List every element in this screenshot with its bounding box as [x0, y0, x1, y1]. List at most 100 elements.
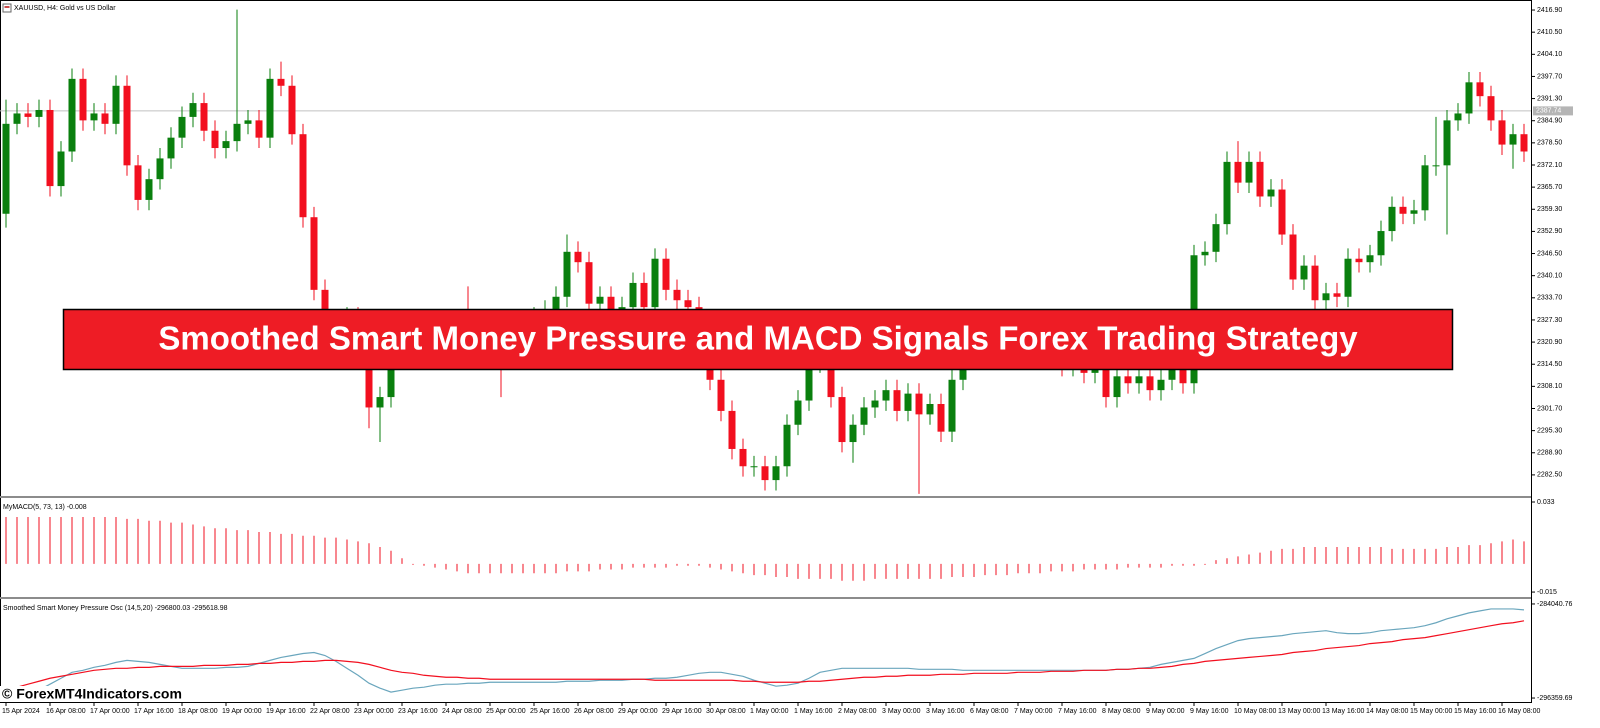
- x-tick-label: 15 May 00:00: [1410, 708, 1453, 715]
- candle-body: [1498, 120, 1506, 145]
- watermark-backdrop: [0, 686, 196, 702]
- banner-box: [62, 308, 1454, 371]
- x-tick-label: 29 Apr 00:00: [618, 708, 658, 715]
- y-tick-label: -0.015: [1537, 589, 1557, 596]
- candle-body: [1146, 376, 1154, 391]
- candle-body: [937, 403, 945, 432]
- y-tick-label: 2384.90: [1537, 118, 1562, 125]
- candle-body: [849, 424, 857, 443]
- candle-body: [68, 78, 76, 152]
- x-tick-label: 8 May 08:00: [1102, 708, 1141, 715]
- x-tick-label: 3 May 00:00: [882, 708, 921, 715]
- banner-title: Smoothed Smart Money Pressure and MACD S…: [158, 320, 1358, 357]
- candle-body: [728, 410, 736, 449]
- x-tick-label: 29 Apr 16:00: [662, 708, 702, 715]
- candle-body: [1124, 376, 1132, 384]
- candle-body: [1102, 369, 1110, 398]
- x-tick-label: 14 May 08:00: [1366, 708, 1409, 715]
- candle-body: [574, 251, 582, 263]
- panel-title: XAUUSD, H4: Gold vs US Dollar: [14, 5, 116, 12]
- x-tick-label: 23 Apr 00:00: [354, 708, 394, 715]
- candle-body: [1487, 96, 1495, 121]
- candle-body: [882, 390, 890, 401]
- candle-body: [563, 251, 571, 297]
- candle-body: [101, 113, 109, 124]
- x-tick-label: 25 Apr 00:00: [486, 708, 526, 715]
- candle-body: [1113, 376, 1121, 398]
- candle-body: [772, 466, 780, 481]
- y-tick-label: 2308.10: [1537, 383, 1562, 390]
- candle-body: [123, 85, 131, 166]
- y-tick-label: 2359.30: [1537, 206, 1562, 213]
- y-tick-label: 2314.50: [1537, 361, 1562, 368]
- indicator-line: [5, 620, 1525, 691]
- candle-body: [915, 393, 923, 415]
- candle-body: [1289, 234, 1297, 280]
- candle-body: [1410, 210, 1418, 214]
- y-tick-label: 2301.70: [1537, 405, 1562, 412]
- y-tick-label: 2404.10: [1537, 51, 1562, 58]
- y-tick-label: 2288.90: [1537, 450, 1562, 457]
- watermark: © ForexMT4Indicators.com: [2, 686, 182, 702]
- x-tick-label: 25 Apr 16:00: [530, 708, 570, 715]
- x-tick-label: 3 May 16:00: [926, 708, 965, 715]
- candle-body: [552, 296, 560, 311]
- candle-body: [24, 113, 32, 117]
- candle-body: [717, 379, 725, 411]
- candle-body: [1509, 134, 1517, 145]
- candle-body: [1355, 258, 1363, 263]
- candle-body: [1179, 369, 1187, 384]
- candle-body: [651, 258, 659, 308]
- candle-body: [299, 134, 307, 218]
- candle-body: [761, 466, 769, 481]
- y-tick-label: 2410.50: [1537, 29, 1562, 36]
- candle-body: [79, 78, 87, 121]
- x-tick-label: 17 Apr 16:00: [134, 708, 174, 715]
- candle-body: [277, 78, 285, 86]
- candle-body: [1443, 120, 1451, 166]
- x-tick-label: 19 Apr 16:00: [266, 708, 306, 715]
- candle-body: [167, 137, 175, 159]
- x-tick-label: 19 Apr 00:00: [222, 708, 262, 715]
- candle-body: [112, 85, 120, 124]
- x-tick-label: 1 May 00:00: [750, 708, 789, 715]
- candle-body: [222, 141, 230, 149]
- candle-body: [662, 258, 670, 290]
- x-tick-label: 15 Apr 2024: [2, 708, 40, 715]
- candle-body: [200, 103, 208, 131]
- candle-body: [684, 300, 692, 308]
- y-tick-label: 0.033: [1537, 499, 1555, 506]
- candle-body: [1333, 293, 1341, 297]
- x-tick-label: 9 May 16:00: [1190, 708, 1229, 715]
- candle-body: [871, 400, 879, 408]
- candle-body: [57, 151, 65, 187]
- candle-body: [794, 400, 802, 425]
- x-tick-label: 9 May 00:00: [1146, 708, 1185, 715]
- candle-body: [1300, 265, 1308, 280]
- candle-body: [838, 397, 846, 443]
- candle-body: [1256, 161, 1264, 197]
- candle-body: [926, 403, 934, 415]
- candle-body: [1377, 231, 1385, 256]
- candle-body: [233, 123, 241, 142]
- candle-body: [596, 296, 604, 304]
- candle-body: [365, 345, 373, 408]
- x-tick-label: 6 May 08:00: [970, 708, 1009, 715]
- y-tick-label: 2340.10: [1537, 273, 1562, 280]
- x-tick-label: 23 Apr 16:00: [398, 708, 438, 715]
- candle-body: [827, 352, 835, 398]
- candle-body: [1091, 369, 1099, 373]
- price-label-box: [1533, 106, 1573, 116]
- x-tick-label: 24 Apr 08:00: [442, 708, 482, 715]
- candle-body: [189, 103, 197, 117]
- price-label: 2387.74: [1536, 108, 1561, 115]
- candle-body: [288, 85, 296, 135]
- candle-body: [893, 390, 901, 411]
- candle-body: [1135, 376, 1143, 384]
- candle-body: [739, 448, 747, 467]
- candle-body: [310, 217, 318, 290]
- y-tick-label: 2352.90: [1537, 228, 1562, 235]
- x-tick-label: 2 May 08:00: [838, 708, 877, 715]
- y-tick-label: 2320.90: [1537, 339, 1562, 346]
- candle-body: [244, 120, 252, 124]
